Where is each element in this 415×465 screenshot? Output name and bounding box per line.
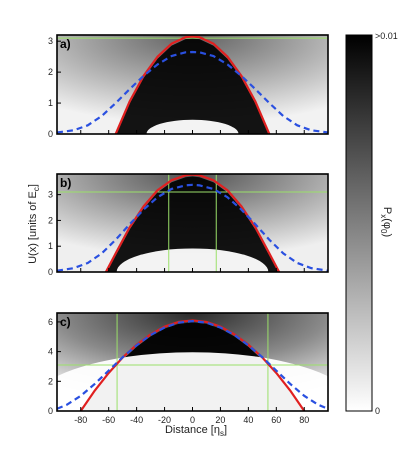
x-axis-label: Distance [ηs]: [165, 424, 227, 438]
panel-c-series-dashed: [57, 320, 328, 410]
panel-a-y-tick-label: 0: [48, 129, 53, 139]
panel-c-x-tick-label: 80: [299, 415, 309, 425]
panel-c-x-tick-label: -40: [130, 415, 143, 425]
panel-c-x-tick-label: 0: [190, 415, 195, 425]
panel-b: b) 0 1 2 3: [48, 173, 329, 277]
panel-a-plot: [57, 35, 328, 134]
y-axis-label: U(x) [units of Ec]: [27, 184, 41, 264]
panel-c-x-ticks: -80 -60 -40 -20 0 20 40 60 80: [74, 415, 309, 425]
panel-a-y-tick-label: 2: [48, 67, 53, 77]
panel-a-y-tick-label: 1: [48, 98, 53, 108]
panel-a-label: a): [60, 37, 71, 51]
panel-c-y-tick-label: 6: [48, 317, 53, 327]
panel-c-x-tick-label: 40: [243, 415, 253, 425]
panel-a-dark-region: [115, 38, 270, 134]
panel-b-y-tick-label: 3: [48, 190, 53, 200]
panel-b-dark-region: [105, 176, 280, 272]
panel-c-x-tick-label: -20: [158, 415, 171, 425]
panel-c-y-tick-label: 2: [48, 376, 53, 386]
panel-a-white-blob: [146, 119, 239, 134]
panel-c-label: c): [60, 315, 71, 329]
panel-c-y-tick-label: 0: [48, 406, 53, 416]
panel-b-plot: [57, 174, 328, 272]
panel-b-series-dashed: [57, 183, 328, 272]
panel-c-x-tick-label: -60: [102, 415, 115, 425]
colorbar-bottom-label: 0: [375, 406, 380, 416]
panel-b-y-tick-label: 1: [48, 241, 53, 251]
colorbar-gradient: [345, 34, 373, 412]
panel-b-label: b): [60, 176, 71, 190]
panel-b-y-tick-label: 0: [48, 267, 53, 277]
colorbar-label: Px(φ0): [379, 207, 393, 237]
panel-a-series-solid: [114, 35, 271, 134]
panel-a-y-tick-label: 3: [48, 36, 53, 46]
panel-c: c) 0 2 4 6 -80 -60 -40 -20 0 20 40 60 80: [48, 312, 329, 425]
panel-c-y-ticks: 0 2 4 6: [48, 317, 305, 416]
panel-c-x-tick-label: 60: [271, 415, 281, 425]
panel-c-plot: [57, 313, 328, 411]
panel-a-series-dashed: [57, 50, 328, 134]
panel-a: a) 0 1 2 3: [48, 34, 329, 139]
panel-b-y-tick-label: 2: [48, 215, 53, 225]
panel-b-white-blob: [116, 248, 269, 272]
colorbar-top-label: >0.01: [375, 31, 398, 41]
panel-c-x-tick-label: -80: [74, 415, 87, 425]
panel-a-y-ticks: 0 1 2 3: [48, 36, 305, 139]
panel-c-y-tick-label: 4: [48, 347, 53, 357]
panel-b-y-ticks: 0 1 2 3: [48, 190, 305, 277]
colorbar: >0.01 0 Px(φ0): [345, 31, 398, 416]
panel-c-x-tick-label: 20: [215, 415, 225, 425]
panel-c-white-blob: [57, 352, 328, 411]
